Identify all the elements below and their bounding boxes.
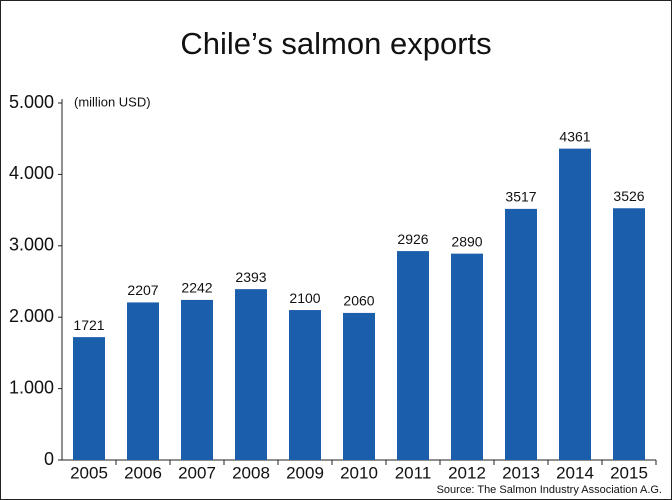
y-tick-label: 1.000 xyxy=(9,377,54,397)
bar xyxy=(289,310,321,460)
bar xyxy=(397,251,429,460)
x-tick-label: 2010 xyxy=(340,463,378,482)
bar xyxy=(613,208,645,460)
value-label: 2100 xyxy=(289,290,320,306)
bar xyxy=(181,299,213,460)
y-tick-label: 2.000 xyxy=(9,306,54,326)
x-tick-label: 2011 xyxy=(395,463,432,482)
unit-label: (million USD) xyxy=(74,94,151,109)
x-tick-label: 2014 xyxy=(556,463,594,482)
bar xyxy=(451,253,483,460)
bar xyxy=(343,312,375,460)
x-tick-label: 2005 xyxy=(70,463,108,482)
x-tick-label: 2006 xyxy=(124,463,162,482)
value-label: 2242 xyxy=(181,280,212,296)
y-tick-label: 4.000 xyxy=(9,163,54,183)
bar xyxy=(73,337,105,460)
value-label: 2890 xyxy=(451,233,482,249)
value-label: 2060 xyxy=(343,293,374,309)
bar xyxy=(127,302,159,460)
x-tick-label: 2012 xyxy=(448,463,486,482)
value-label: 4361 xyxy=(559,128,590,144)
x-tick-label: 2013 xyxy=(502,463,540,482)
value-label: 1721 xyxy=(73,317,104,333)
x-tick-label: 2007 xyxy=(178,463,216,482)
x-tick-label: 2015 xyxy=(610,463,648,482)
value-label: 3517 xyxy=(505,189,536,205)
value-label: 3526 xyxy=(613,188,644,204)
x-tick-label: 2009 xyxy=(286,463,324,482)
y-tick-label: 5.000 xyxy=(9,92,54,112)
value-label: 2393 xyxy=(235,269,266,285)
source: Source: The Salmon Industry Association … xyxy=(437,484,662,496)
x-tick-label: 2008 xyxy=(232,463,270,482)
y-tick-label: 3.000 xyxy=(9,235,54,255)
value-label: 2207 xyxy=(127,282,158,298)
bar xyxy=(505,208,537,460)
y-tick-label: 0 xyxy=(44,449,54,469)
bar xyxy=(559,148,591,460)
bar xyxy=(235,289,267,460)
value-label: 2926 xyxy=(397,231,428,247)
chart-title: Chile’s salmon exports xyxy=(180,26,491,61)
